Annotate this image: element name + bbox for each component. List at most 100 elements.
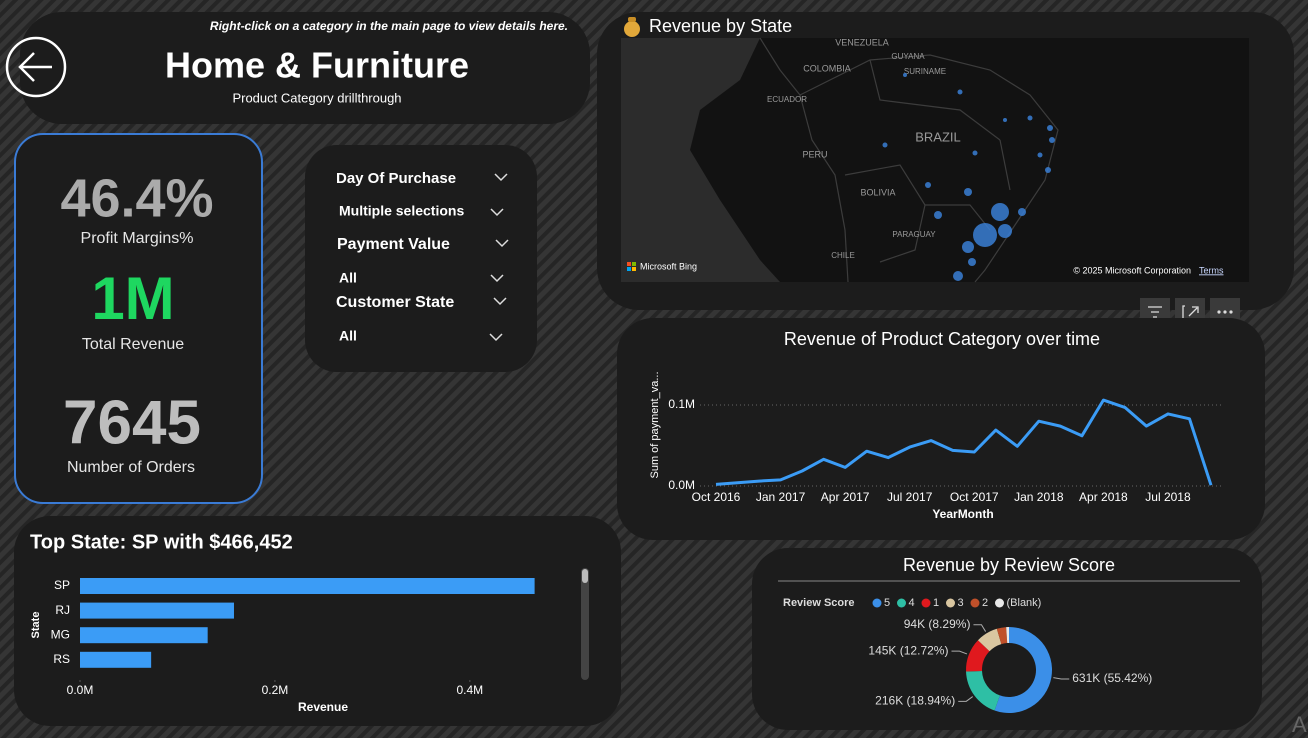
slicer-chevron[interactable] xyxy=(490,208,504,217)
bar xyxy=(80,651,152,668)
icon-bag xyxy=(624,21,640,37)
map-label: BRAZIL xyxy=(915,129,961,144)
slicer-label: Payment Value xyxy=(337,236,450,253)
map-bubble xyxy=(991,203,1009,221)
legend-marker xyxy=(921,598,931,608)
map-label: VENEZUELA xyxy=(835,37,889,47)
map-bubble xyxy=(973,223,997,247)
kpi-card xyxy=(14,133,263,504)
map-bubble xyxy=(934,211,942,219)
x-axis-label: Revenue xyxy=(298,700,348,714)
scrollbar[interactable] xyxy=(581,568,589,680)
map-attribution: © 2025 Microsoft Corporation xyxy=(1073,265,1191,275)
x-tick-label: Apr 2017 xyxy=(821,490,870,504)
map-bubble xyxy=(1045,167,1051,173)
back-button[interactable] xyxy=(5,36,67,98)
x-axis-label: YearMonth xyxy=(932,507,993,521)
map-label: CHILE xyxy=(831,251,855,260)
map-bubble xyxy=(1003,118,1007,122)
slicer-chevron[interactable] xyxy=(495,239,509,248)
legend-marker xyxy=(946,598,955,608)
map-label: ECUADOR xyxy=(767,95,807,104)
back-arrow[interactable] xyxy=(18,52,52,82)
map-bubble xyxy=(964,188,972,196)
map-bubble xyxy=(998,224,1012,238)
map-bubble xyxy=(957,89,963,95)
money-bag-icon xyxy=(624,17,640,37)
kpi-value: 46.4% xyxy=(60,168,213,228)
map-terms[interactable]: Terms xyxy=(1199,265,1224,275)
map-bubble xyxy=(1049,137,1055,143)
leader-line xyxy=(951,650,968,655)
x-tick-label: 0.0M xyxy=(67,683,94,697)
slicer-selection[interactable]: Multiple selections xyxy=(339,203,464,219)
header-panel xyxy=(20,12,590,124)
dot[interactable] xyxy=(1217,310,1221,314)
kpi-label: Total Revenue xyxy=(82,336,184,353)
data-label: 216K (18.94%) xyxy=(875,693,955,707)
map-label: SURINAME xyxy=(904,67,946,76)
y-axis-label: Sum of payment_va... xyxy=(649,372,661,479)
y-tick-label: RS xyxy=(53,652,70,666)
legend-marker xyxy=(995,598,1004,608)
icon-bag-top xyxy=(628,17,636,22)
chart-title: Top State: SP with $466,452 xyxy=(30,531,293,553)
kpi-value: 1M xyxy=(91,265,174,332)
legend-marker xyxy=(897,598,906,608)
logo-square xyxy=(627,262,631,266)
y-tick-label: SP xyxy=(54,578,70,592)
slicer-label: Customer State xyxy=(336,294,454,311)
logo-square xyxy=(632,267,636,271)
bar-panel xyxy=(14,516,621,726)
legend-label: 4 xyxy=(909,597,915,609)
map-bubble xyxy=(903,73,907,77)
x-tick-label: Jul 2018 xyxy=(1145,490,1191,504)
filter-glyph[interactable] xyxy=(1148,306,1162,318)
logo-square xyxy=(632,262,636,266)
y-tick-label: RJ xyxy=(55,603,70,617)
map-bubble xyxy=(1018,208,1026,216)
slicer-label: Day Of Purchase xyxy=(336,170,456,187)
scroll-thumb[interactable] xyxy=(582,569,588,583)
page-title: Home & Furniture xyxy=(165,45,469,86)
legend-label: 1 xyxy=(933,597,939,609)
more-glyph[interactable] xyxy=(1217,310,1233,314)
leader-line xyxy=(1053,677,1070,680)
map-label: COLOMBIA xyxy=(803,63,851,73)
slicer-chevron[interactable] xyxy=(489,333,503,342)
dot[interactable] xyxy=(1229,310,1233,314)
map-bubble xyxy=(972,150,978,156)
donut-slice xyxy=(966,640,990,672)
map-bubble xyxy=(925,182,931,188)
donut-slice xyxy=(996,627,1008,645)
donut-slice xyxy=(977,628,1002,652)
slicer-selection[interactable]: All xyxy=(339,328,357,344)
legend-label: (Blank) xyxy=(1007,597,1042,609)
logo-square xyxy=(627,267,631,271)
bar xyxy=(80,627,208,644)
back-circle[interactable] xyxy=(5,36,67,98)
x-tick-label: Oct 2017 xyxy=(950,490,999,504)
data-label: 631K (55.42%) xyxy=(1072,671,1152,685)
dot[interactable] xyxy=(1223,310,1227,314)
donut-slice xyxy=(966,670,1000,711)
legend-label: 5 xyxy=(884,597,890,609)
slicer-chevron[interactable] xyxy=(490,274,504,283)
line-panel xyxy=(617,318,1265,540)
charts: Revenue of Product Category over time Sum… xyxy=(30,329,1240,714)
corner-glyph: A xyxy=(1292,712,1307,737)
y-axis-label: State xyxy=(30,612,42,639)
slicer-selection[interactable]: All xyxy=(339,270,357,286)
map-label: BOLIVIA xyxy=(860,187,895,197)
line-series xyxy=(715,398,1213,486)
y-tick-label: 0.0M xyxy=(668,478,695,492)
y-tick-label: 0.1M xyxy=(668,397,695,411)
map-bubble xyxy=(1027,115,1033,121)
bing-logo xyxy=(627,262,636,271)
slicer-chevron[interactable] xyxy=(494,173,508,182)
map-label: PARAGUAY xyxy=(892,230,936,239)
x-tick-label: 0.2M xyxy=(262,683,289,697)
map-bubble xyxy=(968,258,976,266)
slicer-chevron[interactable] xyxy=(493,297,507,306)
map-borders xyxy=(759,37,1059,283)
